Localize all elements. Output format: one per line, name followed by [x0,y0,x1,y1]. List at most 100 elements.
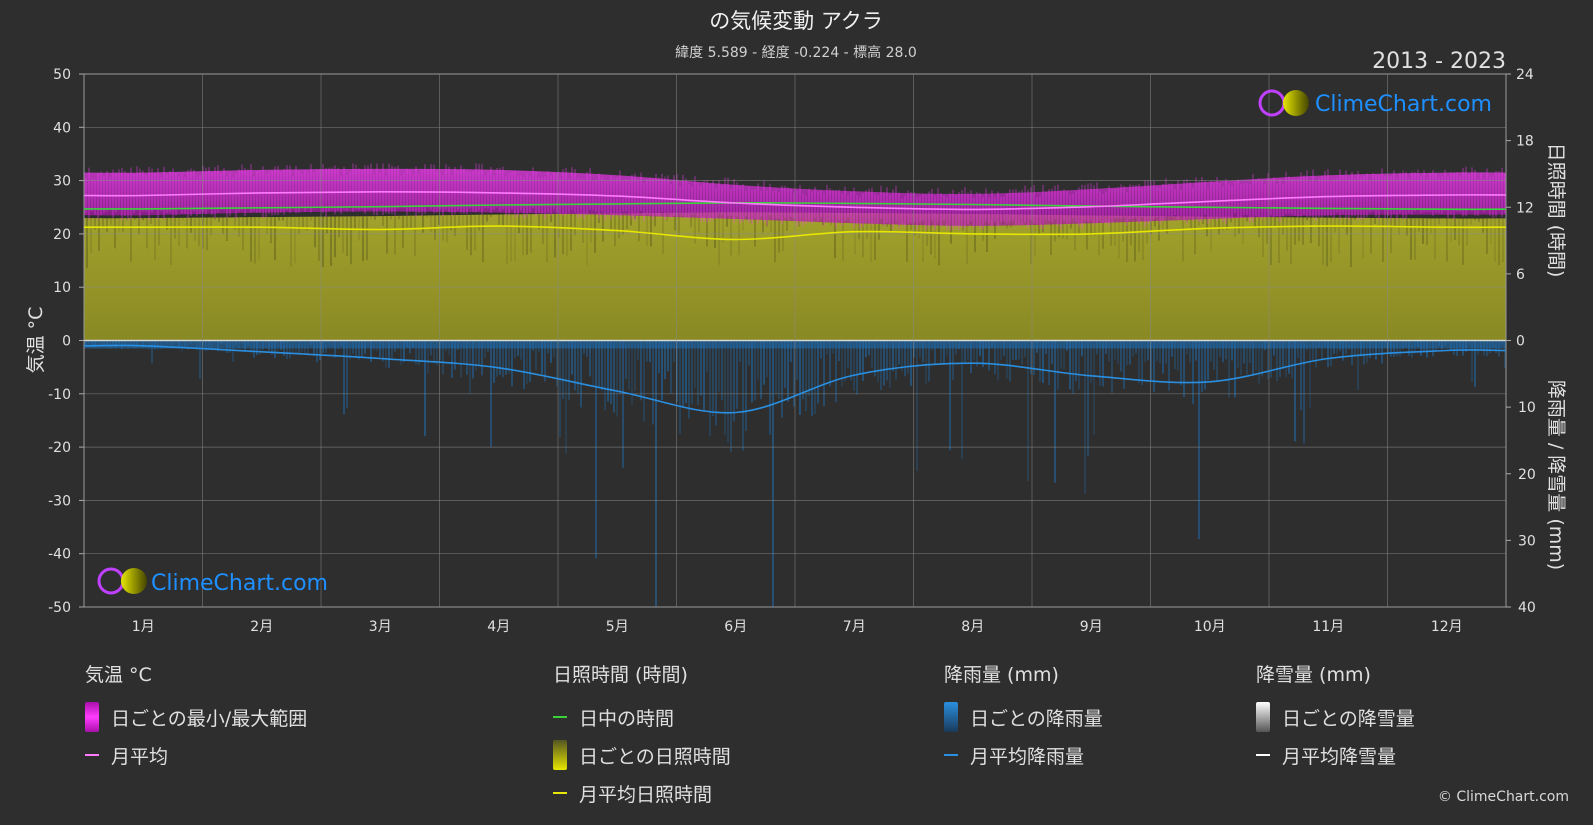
temp-daily-range [805,195,807,224]
temp-daily-range [433,164,435,214]
logo-top[interactable]: ClimeChart.com [1258,89,1492,117]
rain-bar [994,340,996,375]
rain-bar [493,340,495,383]
legend-item: 日中の時間 [553,698,731,736]
temp-daily-range [1342,175,1344,215]
temp-daily-range [1480,172,1482,211]
rain-bar [403,340,405,363]
temp-daily-range [964,187,966,229]
rain-bar [1432,340,1434,357]
sunshine-streak [478,214,480,231]
temp-daily-range [1450,172,1452,215]
temp-daily-range [571,167,573,211]
temp-daily-range [685,178,687,219]
temp-daily-range [1258,178,1260,218]
temp-daily-range [1423,170,1425,213]
rain-bar [154,340,156,350]
temp-daily-range [538,177,540,214]
sunshine-streak [310,216,312,221]
temp-daily-range [496,168,498,208]
sunshine-streak [1246,216,1248,222]
sunshine-streak [742,212,744,231]
temp-daily-range [532,167,534,209]
temp-daily-range [157,168,159,220]
temp-daily-range [601,176,603,212]
rain-bar [712,340,714,416]
rain-bar [655,340,657,607]
y-left-tick-label: 40 [53,120,71,136]
temp-daily-range [1339,169,1341,220]
sunshine-streak [626,213,628,229]
temp-daily-range [1024,185,1026,223]
sunshine-streak [622,213,624,235]
temp-daily-range [1159,187,1161,225]
rain-bar [559,340,561,438]
sunshine-streak [230,217,232,218]
rain-bar [1204,340,1206,390]
legend-item: 月平均 [85,736,307,774]
sunshine-streak [338,216,340,237]
temp-daily-range [1309,181,1311,217]
rain-bar [634,340,636,391]
rain-bar [1153,340,1155,393]
rain-bar [1270,340,1272,378]
logo-text: ClimeChart.com [1315,92,1492,117]
temp-daily-range [886,187,888,224]
rain-bar [985,340,987,349]
rain-bar [577,340,579,394]
sunshine-streak [934,213,936,259]
rain-bar [859,340,861,375]
temp-daily-range [1465,166,1467,217]
sunshine-streak [1090,215,1092,236]
rain-bar [1261,340,1263,377]
sunshine-streak [1430,218,1432,234]
rain-bar [1159,340,1161,364]
temp-daily-range [1264,184,1266,218]
sunshine-streak [254,217,256,264]
sunshine-streak [1374,217,1376,224]
sunshine-streak [574,213,576,236]
rain-bar [106,340,108,347]
temp-daily-range [1378,175,1380,221]
temp-daily-range [1126,192,1128,226]
rain-bar [913,340,915,358]
rain-bar [739,340,741,363]
rain-bar [883,340,885,386]
temp-daily-range [127,173,129,221]
sunshine-streak [390,215,392,220]
rain-bar [766,340,768,377]
rain-bar [1273,340,1275,356]
temp-daily-range [217,165,219,213]
rain-bar [169,340,171,346]
temp-daily-range [1189,181,1191,219]
temp-daily-range [247,169,249,209]
sunshine-streak [114,218,116,249]
rain-bar [511,340,513,387]
rain-bar [1486,340,1488,357]
rain-bar [694,340,696,389]
temp-daily-range [256,171,258,213]
sunshine-streak [386,215,388,254]
rain-bar [961,340,963,460]
rain-bar [481,340,483,376]
rain-bar [1108,340,1110,362]
sunshine-streak [326,216,328,234]
temp-daily-range [934,195,936,230]
temp-daily-range [1447,176,1449,218]
rain-bar [895,340,897,380]
temp-daily-range [865,190,867,223]
sunshine-streak [1330,217,1332,262]
rain-bar [1396,340,1398,356]
rain-bar [544,340,546,382]
rain-bar [1321,340,1323,361]
sunshine-streak [566,213,568,257]
rain-bar [1342,340,1344,361]
temp-daily-range [1411,171,1413,215]
logo-bottom[interactable]: ClimeChart.com [97,567,328,596]
sunshine-streak [1498,218,1500,266]
rain-bar [187,340,189,350]
rain-bar [1000,340,1002,360]
rain-bar [1405,340,1407,348]
temp-daily-range [376,163,378,216]
rain-bar [1084,340,1086,494]
